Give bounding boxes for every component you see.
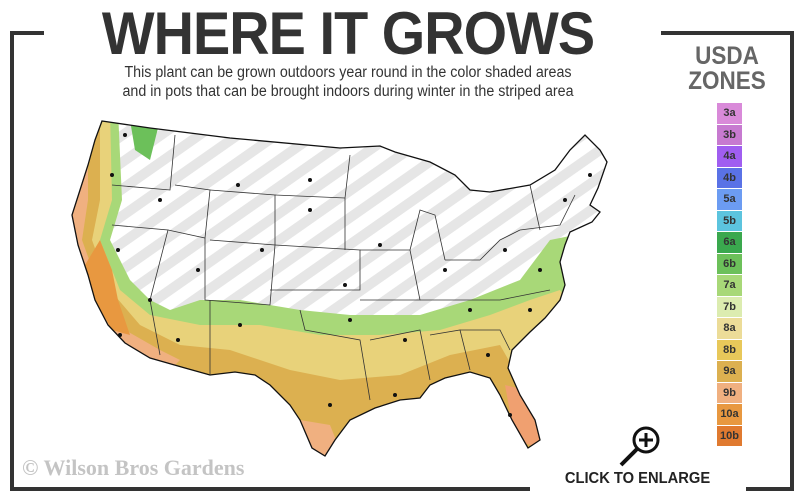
capital-dot — [176, 338, 180, 342]
magnifier-plus-icon[interactable] — [617, 425, 665, 467]
capital-dot — [378, 243, 382, 247]
legend-title-line-1: USDA — [695, 42, 759, 70]
zone-6b-region — [130, 121, 160, 160]
legend-zone-3b: 3b — [717, 124, 742, 145]
zone-legend: 3a 3b 4a 4b 5a 5b 6a 6b 7a 7b 8a 8b 9a 9b 10a 10b — [717, 103, 742, 447]
frame-top-left — [10, 31, 44, 35]
capital-dot — [110, 173, 114, 177]
capital-dot — [588, 173, 592, 177]
legend-zone-3a: 3a — [717, 103, 742, 124]
capital-dot — [148, 298, 152, 302]
frame-right — [790, 31, 794, 491]
capital-dot — [158, 198, 162, 202]
legend-zone-6b: 6b — [717, 253, 742, 274]
capital-dot — [308, 178, 312, 182]
capital-dots — [110, 133, 592, 417]
capital-dot — [260, 248, 264, 252]
capital-dot — [563, 198, 567, 202]
frame-bottom-right — [746, 487, 794, 491]
legend-zone-4b: 4b — [717, 167, 742, 188]
legend-zone-4a: 4a — [717, 146, 742, 167]
capital-dot — [443, 268, 447, 272]
legend-zone-8a: 8a — [717, 318, 742, 339]
capital-dot — [503, 248, 507, 252]
capital-dot — [236, 183, 240, 187]
legend-title: USDA ZONES — [678, 44, 777, 94]
capital-dot — [538, 268, 542, 272]
legend-zone-7b: 7b — [717, 296, 742, 317]
capital-dot — [123, 133, 127, 137]
legend-zone-6a: 6a — [717, 232, 742, 253]
legend-zone-5b: 5b — [717, 210, 742, 231]
capital-dot — [343, 283, 347, 287]
frame-bottom-left — [10, 487, 530, 491]
capital-dot — [348, 318, 352, 322]
subtitle-line-1: This plant can be grown outdoors year ro… — [124, 64, 572, 81]
capital-dot — [528, 308, 532, 312]
frame-left — [10, 31, 14, 491]
capital-dot — [468, 308, 472, 312]
capital-dot — [238, 323, 242, 327]
capital-dot — [393, 393, 397, 397]
capital-dot — [486, 353, 490, 357]
legend-zone-10b: 10b — [717, 425, 742, 446]
frame-top-right — [661, 31, 794, 35]
zone-10-california — [85, 240, 130, 335]
legend-zone-10a: 10a — [717, 404, 742, 425]
subtitle-line-2: and in pots that can be brought indoors … — [122, 83, 574, 100]
capital-dot — [196, 268, 200, 272]
legend-zone-9b: 9b — [717, 382, 742, 403]
capital-dot — [116, 248, 120, 252]
capital-dot — [308, 208, 312, 212]
copyright-watermark: © Wilson Bros Gardens — [22, 455, 245, 480]
legend-zone-5a: 5a — [717, 189, 742, 210]
capital-dot — [328, 403, 332, 407]
legend-title-line-2: ZONES — [688, 67, 766, 95]
legend-zone-9a: 9a — [717, 361, 742, 382]
legend-zone-7a: 7a — [717, 275, 742, 296]
legend-zone-8b: 8b — [717, 339, 742, 360]
page-title: WHERE IT GROWS — [101, 0, 595, 67]
capital-dot — [118, 333, 122, 337]
state-borders — [111, 134, 576, 401]
capital-dot — [403, 338, 407, 342]
click-to-enlarge-button[interactable]: CLICK TO ENLARGE — [564, 470, 711, 487]
capital-dot — [508, 413, 512, 417]
